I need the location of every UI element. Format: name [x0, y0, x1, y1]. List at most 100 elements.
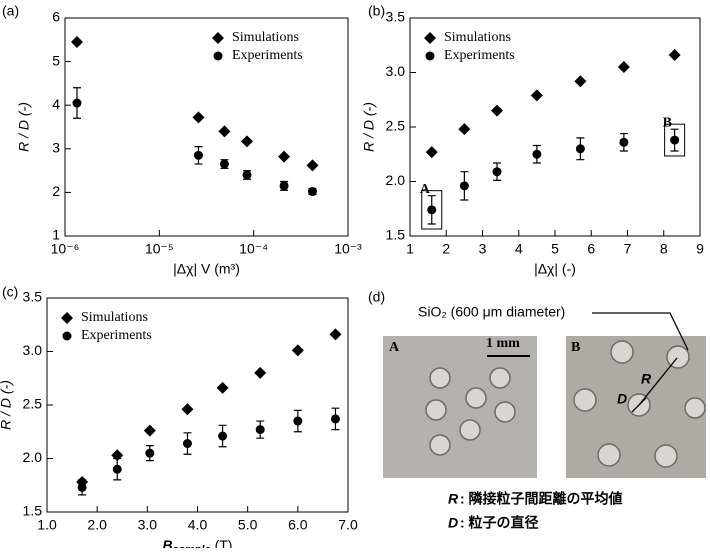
- r-arrow: [638, 357, 678, 406]
- annotation-box: [664, 123, 686, 157]
- legend-label: Experiments: [81, 328, 152, 343]
- x-tick-label: 9: [696, 241, 704, 257]
- y-tick-label: 2.0: [23, 449, 43, 465]
- panel-label: (a): [2, 3, 19, 19]
- point: [619, 137, 629, 147]
- photo-panel: 1 mm A B R D SiO₂ (600 μm diameter) R : …: [383, 304, 706, 531]
- x-tick-label: 2.0: [87, 517, 107, 533]
- point: [216, 381, 229, 394]
- x-axis-label: |Δχ| (-): [534, 261, 576, 277]
- point: [62, 331, 72, 341]
- point: [218, 431, 228, 441]
- x-tick-label: 8: [660, 241, 668, 257]
- photo-label: B: [571, 340, 580, 355]
- point: [291, 344, 304, 357]
- y-tick-label: 1: [52, 227, 60, 243]
- x-tick-label: 10⁻⁵: [145, 241, 174, 257]
- point: [668, 49, 681, 62]
- x-axis-label-subscript: sample: [173, 544, 211, 548]
- point: [670, 135, 680, 145]
- point: [574, 75, 587, 88]
- point: [491, 104, 503, 117]
- d-arrow: [631, 397, 647, 413]
- point: [307, 187, 317, 197]
- x-tick-label: 5.0: [238, 517, 258, 533]
- point: [278, 150, 291, 163]
- plot-frame: [64, 17, 349, 237]
- x-tick-label: 6: [587, 241, 595, 257]
- point: [193, 150, 203, 160]
- point: [213, 51, 223, 61]
- point: [72, 98, 82, 108]
- x-tick-label: 1.0: [37, 517, 57, 533]
- legend-label: Simulations: [232, 30, 299, 45]
- panel-label: (c): [2, 284, 18, 300]
- point: [112, 464, 122, 474]
- y-tick-label: 3: [52, 140, 60, 156]
- point: [181, 403, 194, 416]
- y-tick-label: 6: [52, 9, 60, 25]
- panel-label: (b): [368, 3, 385, 19]
- point: [575, 144, 585, 154]
- y-tick-label: 4: [52, 96, 60, 112]
- x-axis-label-unit: (T): [215, 537, 233, 548]
- caption: : 隣接粒子間距離の平均値: [460, 491, 623, 507]
- scale-label: 1 mm: [486, 336, 520, 351]
- point: [182, 439, 192, 449]
- x-tick-label: 5: [551, 241, 559, 257]
- point: [254, 366, 267, 379]
- x-tick-label: 7.0: [338, 517, 358, 533]
- point: [532, 149, 542, 159]
- point: [192, 111, 205, 124]
- point: [306, 159, 319, 172]
- x-axis-label-symbol: B: [163, 537, 173, 548]
- y-tick-label: 2: [52, 183, 60, 199]
- y-tick-label: 2.5: [386, 118, 406, 134]
- point: [425, 146, 438, 159]
- caption-symbol: R: [448, 491, 459, 507]
- y-tick-label: 2.0: [386, 172, 406, 188]
- point: [77, 482, 87, 492]
- y-tick-label: 3.5: [386, 9, 406, 25]
- annotation: A: [420, 182, 431, 197]
- y-tick-label: 2.5: [23, 396, 43, 412]
- point: [530, 89, 543, 102]
- point: [70, 35, 83, 48]
- point: [279, 181, 289, 191]
- photo-label: A: [389, 340, 400, 355]
- annotation: SiO₂ (600 μm diameter): [418, 304, 565, 320]
- legend-label: Experiments: [444, 48, 515, 63]
- y-axis-label: R / D (-): [0, 380, 14, 430]
- x-axis-label: Bsample (T): [163, 537, 233, 548]
- annotation-leader: [592, 312, 689, 351]
- point: [617, 61, 630, 74]
- x-tick-label: 7: [624, 241, 632, 257]
- legend-label: Experiments: [232, 48, 303, 63]
- point: [143, 424, 156, 437]
- x-tick-label: 1: [406, 241, 414, 257]
- x-tick-label: 4.0: [188, 517, 208, 533]
- y-tick-label: 3.0: [386, 63, 406, 79]
- y-tick-label: 5: [52, 52, 60, 68]
- x-axis-label: |Δχ| V (m³): [173, 261, 240, 277]
- point: [458, 123, 471, 136]
- y-tick-label: 3.5: [23, 289, 43, 305]
- x-tick-label: 3: [479, 241, 487, 257]
- legend-label: Simulations: [81, 310, 148, 325]
- point: [293, 416, 303, 426]
- symbol: D: [617, 391, 627, 407]
- point: [424, 32, 436, 44]
- y-axis-label: R / D (-): [361, 102, 377, 152]
- y-tick-label: 1.5: [386, 227, 406, 243]
- particles: [425, 340, 706, 468]
- point: [219, 159, 229, 169]
- point: [241, 135, 254, 148]
- annotation-box: [421, 190, 443, 230]
- point: [212, 32, 224, 44]
- x-tick-label: 4: [515, 241, 523, 257]
- point: [218, 125, 231, 138]
- y-tick-label: 1.5: [23, 503, 43, 519]
- legend-label: Simulations: [444, 30, 511, 45]
- point: [425, 51, 435, 61]
